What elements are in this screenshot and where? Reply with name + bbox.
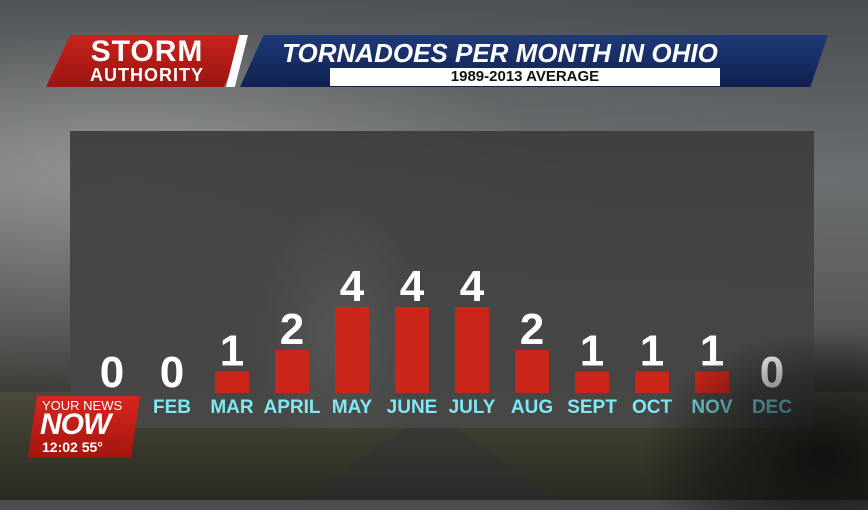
clock-temperature: 12:02 55° [42, 440, 137, 454]
value-label-july: 4 [460, 262, 485, 311]
category-label-july: JULY [449, 397, 496, 418]
value-label-april: 2 [280, 305, 304, 354]
bar-sept [575, 371, 609, 393]
car-silhouette [640, 330, 868, 510]
category-label-feb: FEB [153, 397, 191, 418]
category-label-sept: SEPT [567, 397, 617, 418]
value-label-mar: 1 [220, 327, 244, 376]
category-label-aug: AUG [511, 397, 553, 418]
logo-your-news: YOUR NEWS [42, 398, 123, 413]
current-temperature: 55° [81, 439, 103, 455]
value-label-jan: 0 [100, 348, 124, 397]
value-label-aug: 2 [520, 305, 544, 354]
value-label-feb: 0 [160, 348, 184, 397]
value-label-sept: 1 [580, 327, 604, 376]
clock-time: 12:02 [42, 439, 78, 455]
category-label-may: MAY [332, 397, 373, 418]
bar-april [275, 350, 309, 393]
brand-line-1: STORM [90, 35, 204, 68]
category-label-mar: MAR [210, 397, 254, 418]
brand-line-2: AUTHORITY [90, 65, 204, 85]
logo-now: NOW [40, 408, 111, 441]
category-label-april: APRIL [264, 397, 321, 418]
value-label-may: 4 [340, 262, 365, 311]
bar-mar [215, 371, 249, 393]
bar-may [335, 307, 369, 393]
news-now-logo [28, 396, 140, 458]
chart-title: TORNADOES PER MONTH IN OHIO [282, 38, 718, 68]
bar-july [455, 307, 489, 393]
bar-june [395, 307, 429, 393]
storm-authority-logo: STORM AUTHORITY [46, 35, 248, 87]
value-label-june: 4 [400, 262, 425, 311]
category-label-june: JUNE [387, 397, 438, 418]
bar-aug [515, 350, 549, 393]
chart-subtitle: 1989-2013 AVERAGE [330, 68, 720, 86]
